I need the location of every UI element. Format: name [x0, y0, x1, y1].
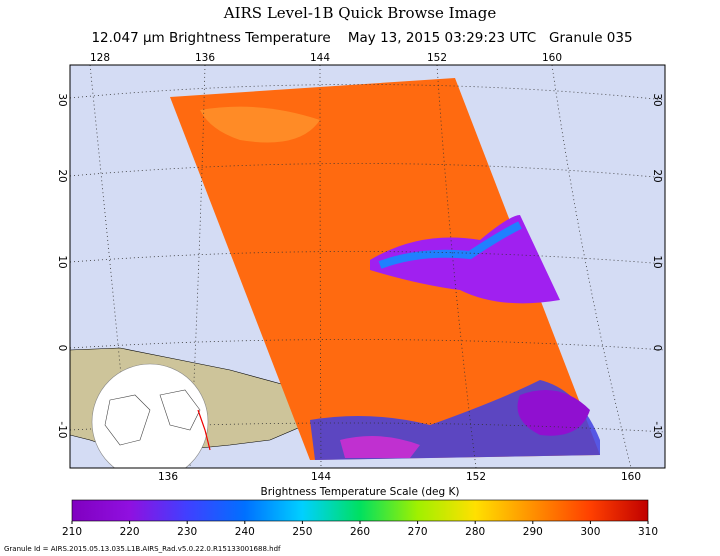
lat-label: 10 — [651, 255, 663, 268]
lon-label: 144 — [310, 52, 330, 64]
lon-label: 128 — [90, 52, 110, 64]
lon-label: 136 — [195, 52, 215, 64]
colorbar-tick-label: 280 — [465, 526, 485, 538]
lat-label: 0 — [56, 345, 68, 352]
cloud-core — [340, 436, 420, 458]
colorbar-tick-label: 270 — [408, 526, 428, 538]
inset-swath — [197, 409, 211, 451]
lon-label: 152 — [427, 52, 447, 64]
inset-land — [104, 389, 201, 446]
lon-label: 152 — [466, 471, 486, 483]
colorbar-tick-label: 290 — [523, 526, 543, 538]
colorbar — [71, 499, 649, 522]
warm-patch — [200, 106, 320, 143]
colorbar-tick-label: 240 — [235, 526, 255, 538]
colorbar-tick-label: 310 — [638, 526, 658, 538]
colorbar-title: Brightness Temperature Scale (deg K) — [261, 486, 460, 498]
lat-label: 20 — [56, 169, 68, 182]
colorbar-tick-label: 230 — [177, 526, 197, 538]
lat-label: 20 — [651, 169, 663, 182]
cloud-core — [517, 390, 590, 436]
map — [70, 65, 665, 468]
lon-label: 160 — [621, 471, 641, 483]
colorbar-tick-label: 250 — [292, 526, 312, 538]
lat-label: 30 — [651, 93, 663, 106]
colorbar-tick-label: 300 — [580, 526, 600, 538]
lat-label: -10 — [651, 421, 663, 438]
title: AIRS Level-1B Quick Browse Image — [223, 4, 497, 22]
lat-label: 10 — [56, 255, 68, 268]
colorbar-tick-label: 210 — [62, 526, 82, 538]
colorbar-tick-label: 220 — [120, 526, 140, 538]
lon-label: 144 — [311, 471, 331, 483]
lon-label: 160 — [542, 52, 562, 64]
lon-label: 136 — [158, 471, 178, 483]
cloud-patch — [370, 215, 560, 304]
subtitle: 12.047 μm Brightness Temperature May 13,… — [91, 30, 632, 46]
lat-label: 0 — [651, 345, 663, 352]
granule-id: Granule Id = AIRS.2015.05.13.035.L1B.AIR… — [4, 545, 281, 553]
lat-label: 30 — [56, 93, 68, 106]
map-frame — [69, 64, 666, 469]
colorbar-tick-label: 260 — [350, 526, 370, 538]
cloud-edge — [378, 221, 522, 269]
lat-label: -10 — [56, 421, 68, 438]
